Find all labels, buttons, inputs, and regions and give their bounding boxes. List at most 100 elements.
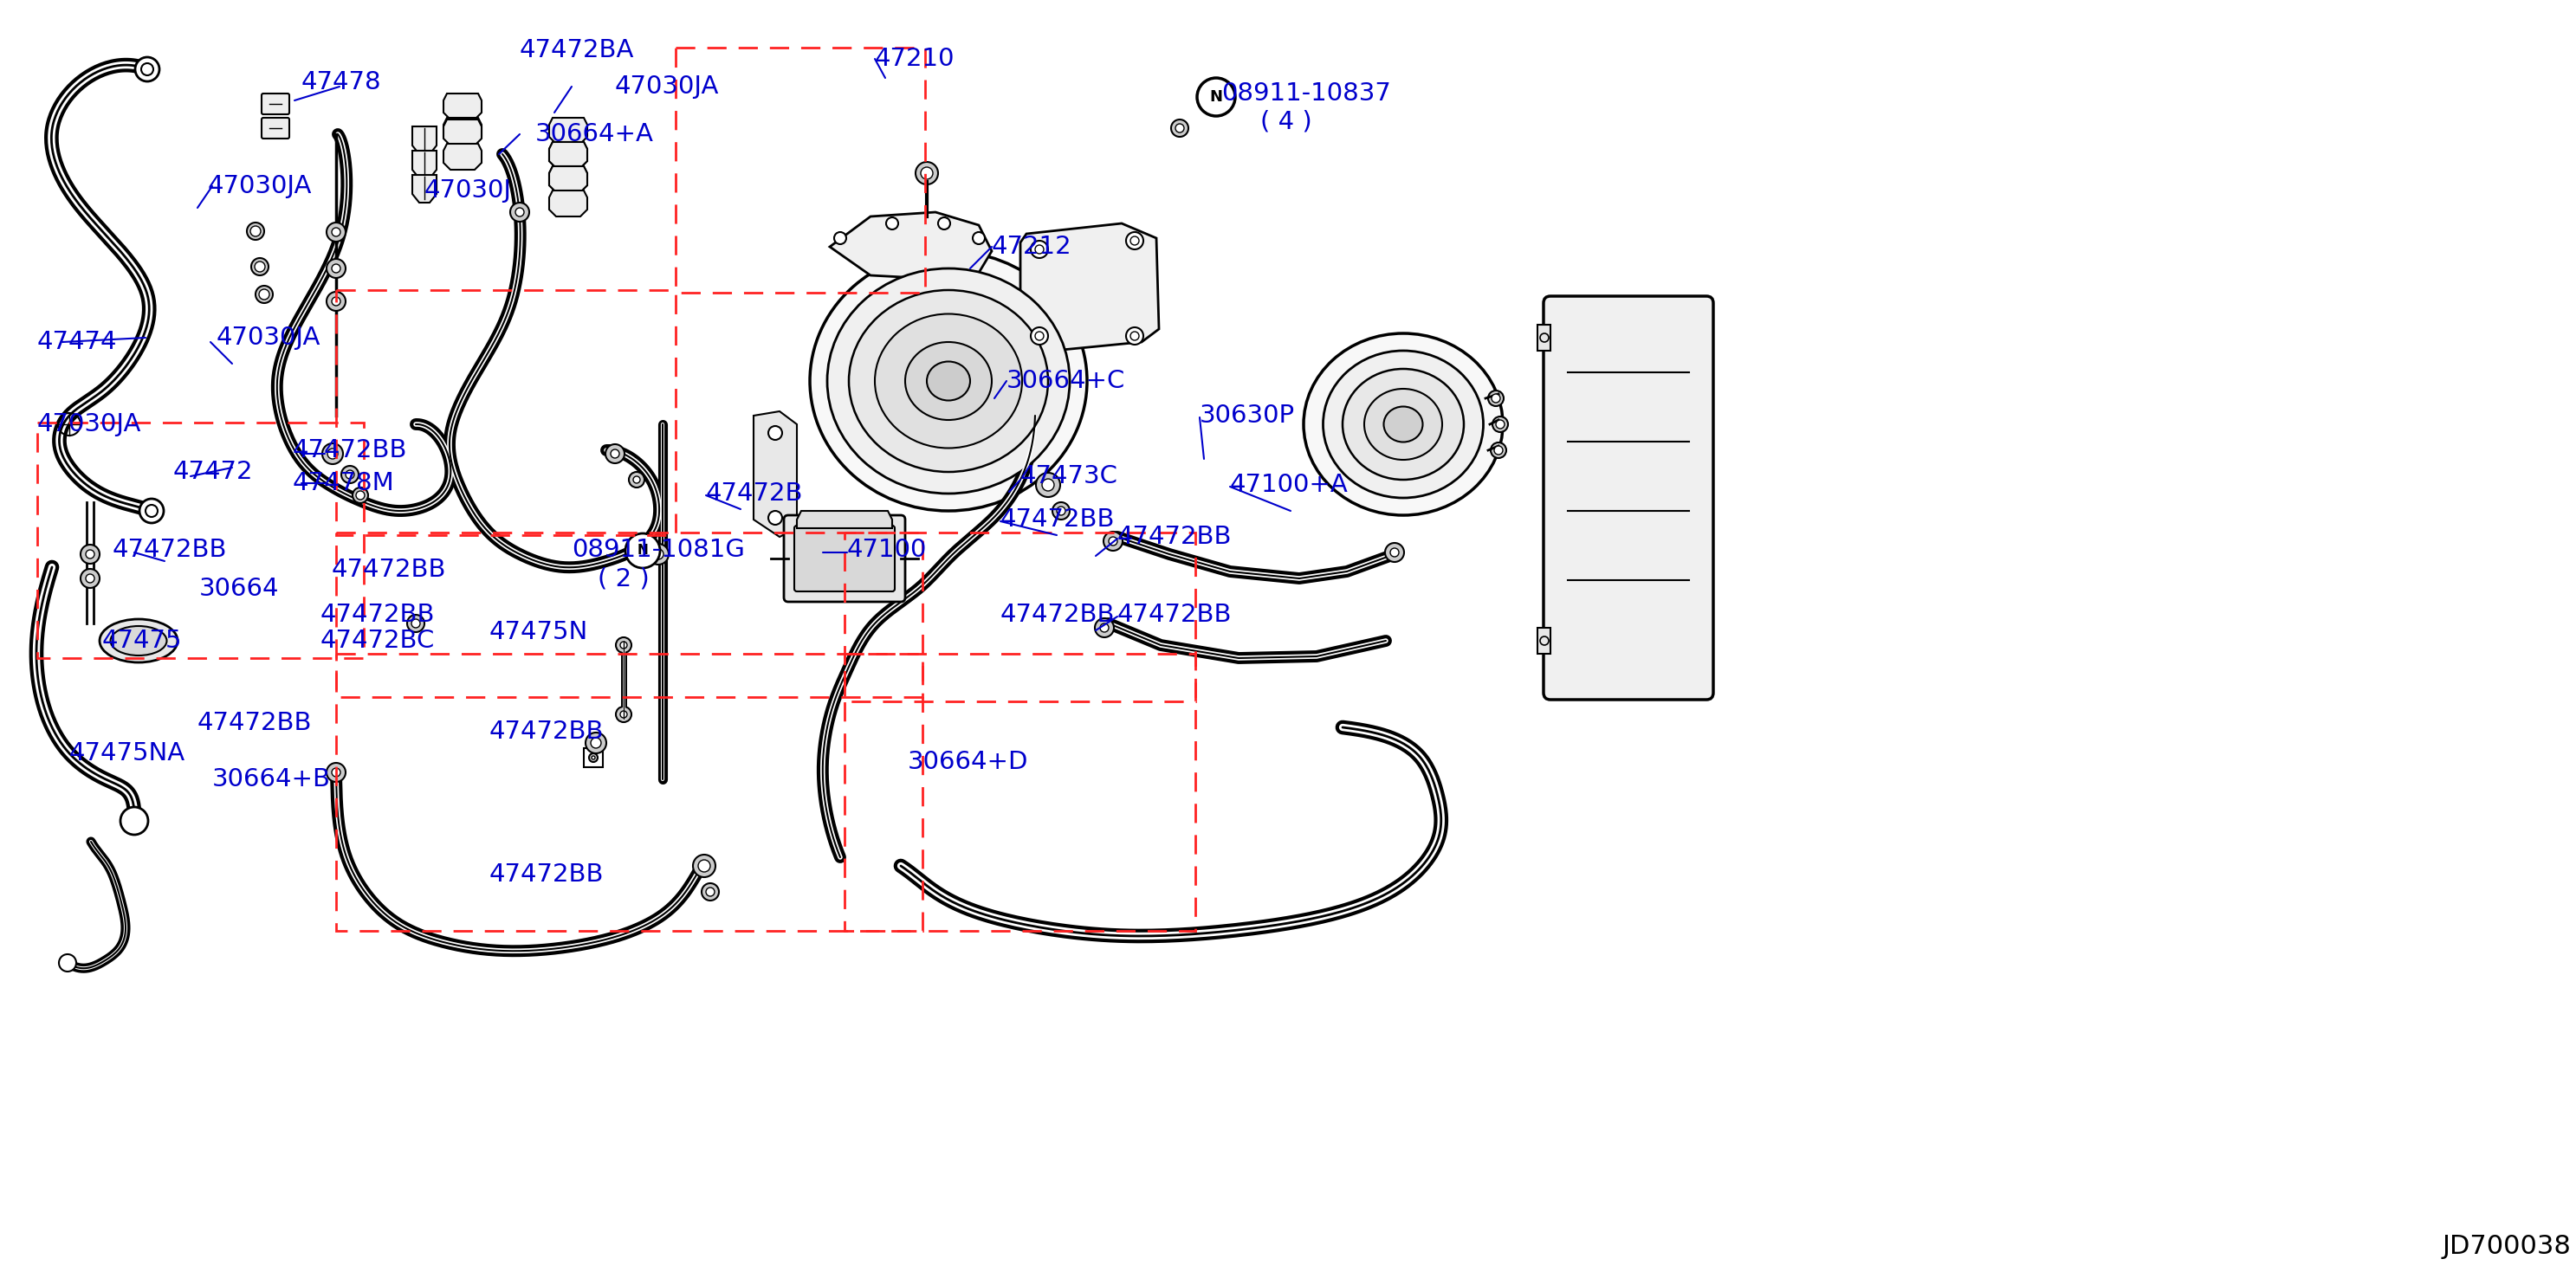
Text: 47474: 47474 — [36, 330, 118, 355]
Bar — [845, 532, 1195, 702]
Circle shape — [938, 217, 951, 230]
Circle shape — [1100, 623, 1108, 632]
Text: 47030JA: 47030JA — [216, 325, 322, 350]
Circle shape — [611, 450, 618, 457]
Circle shape — [1043, 479, 1054, 491]
Ellipse shape — [927, 361, 971, 401]
Text: 30664+B: 30664+B — [211, 767, 330, 792]
Bar — [585, 748, 603, 767]
Circle shape — [621, 711, 626, 718]
Circle shape — [85, 574, 95, 583]
Circle shape — [327, 222, 345, 242]
Text: 08911-10837: 08911-10837 — [1221, 81, 1391, 105]
Circle shape — [327, 258, 345, 278]
Polygon shape — [412, 175, 435, 203]
Circle shape — [585, 732, 605, 753]
Polygon shape — [796, 511, 891, 528]
Ellipse shape — [1324, 351, 1484, 497]
Text: 47030JA: 47030JA — [616, 75, 719, 99]
Text: 30630P: 30630P — [1200, 403, 1296, 428]
Circle shape — [1494, 446, 1502, 455]
Text: 47472BA: 47472BA — [520, 39, 634, 63]
Circle shape — [920, 167, 933, 179]
Circle shape — [322, 443, 343, 464]
Polygon shape — [549, 190, 587, 216]
Text: ( 2 ): ( 2 ) — [598, 567, 649, 591]
FancyBboxPatch shape — [783, 515, 904, 601]
Circle shape — [1030, 240, 1048, 258]
Circle shape — [59, 955, 77, 971]
Circle shape — [1175, 123, 1185, 132]
Ellipse shape — [111, 626, 167, 655]
Circle shape — [247, 222, 265, 240]
Circle shape — [1036, 473, 1061, 497]
Circle shape — [144, 505, 157, 517]
Text: 47475N: 47475N — [489, 619, 587, 644]
Circle shape — [85, 550, 95, 559]
Ellipse shape — [1303, 333, 1502, 515]
Circle shape — [80, 545, 100, 564]
Ellipse shape — [876, 314, 1023, 448]
Ellipse shape — [100, 619, 178, 662]
Circle shape — [706, 888, 714, 896]
Circle shape — [353, 487, 368, 504]
Text: 47472BB: 47472BB — [1118, 524, 1231, 549]
Circle shape — [340, 466, 358, 483]
Text: 47472: 47472 — [173, 460, 252, 484]
Polygon shape — [549, 166, 587, 193]
Circle shape — [1103, 532, 1123, 551]
Text: 47472BB: 47472BB — [332, 558, 446, 582]
Bar — [675, 48, 925, 293]
Text: 30664+A: 30664+A — [536, 122, 654, 146]
Circle shape — [80, 569, 100, 589]
Text: 47030JA: 47030JA — [209, 173, 312, 198]
Circle shape — [515, 208, 523, 216]
Circle shape — [693, 855, 716, 878]
Polygon shape — [412, 126, 435, 154]
Circle shape — [835, 233, 848, 244]
Circle shape — [1386, 544, 1404, 562]
Circle shape — [332, 768, 340, 776]
Bar — [36, 423, 363, 658]
Text: 47478M: 47478M — [294, 472, 394, 495]
Ellipse shape — [809, 251, 1087, 511]
Text: 47472BB: 47472BB — [999, 603, 1115, 627]
Circle shape — [260, 289, 270, 299]
Ellipse shape — [827, 269, 1069, 493]
Circle shape — [1497, 420, 1504, 429]
Polygon shape — [549, 118, 587, 144]
Circle shape — [250, 226, 260, 236]
Ellipse shape — [850, 290, 1048, 472]
Circle shape — [590, 753, 598, 762]
Text: 47472BB: 47472BB — [1118, 603, 1231, 627]
Circle shape — [626, 533, 659, 568]
Circle shape — [701, 883, 719, 901]
Text: 47475: 47475 — [103, 628, 183, 653]
Circle shape — [255, 285, 273, 303]
Circle shape — [255, 262, 265, 272]
Circle shape — [605, 445, 623, 464]
Polygon shape — [1020, 224, 1159, 353]
Circle shape — [332, 297, 340, 306]
Bar — [335, 290, 675, 535]
Polygon shape — [549, 143, 587, 168]
Circle shape — [616, 707, 631, 722]
Circle shape — [1492, 394, 1499, 402]
Text: 47472BB: 47472BB — [294, 438, 407, 463]
Circle shape — [407, 614, 425, 632]
Text: 47472BB: 47472BB — [198, 711, 312, 735]
Circle shape — [327, 292, 345, 311]
Text: 47475NA: 47475NA — [70, 741, 185, 766]
Text: 08911-1081G: 08911-1081G — [572, 537, 744, 562]
FancyBboxPatch shape — [263, 118, 289, 139]
Ellipse shape — [1365, 389, 1443, 460]
Text: 47472BB: 47472BB — [113, 537, 227, 562]
FancyBboxPatch shape — [1543, 296, 1713, 699]
Text: 47473C: 47473C — [1020, 464, 1118, 488]
Text: 47212: 47212 — [992, 235, 1072, 258]
Circle shape — [1108, 537, 1118, 546]
Bar — [335, 532, 922, 696]
Bar — [335, 654, 922, 930]
Circle shape — [634, 477, 639, 483]
Bar — [1538, 325, 1551, 351]
